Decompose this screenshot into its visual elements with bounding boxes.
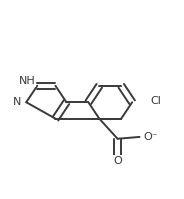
Text: O: O [113,156,122,166]
Text: N: N [13,97,22,107]
Text: O⁻: O⁻ [144,132,158,142]
Text: O⁻: O⁻ [144,132,158,142]
Text: Cl: Cl [151,96,162,106]
Text: NH: NH [19,76,35,86]
Text: N: N [13,97,22,107]
Text: O: O [113,156,122,166]
Text: NH: NH [19,76,35,86]
Text: Cl: Cl [151,96,162,106]
